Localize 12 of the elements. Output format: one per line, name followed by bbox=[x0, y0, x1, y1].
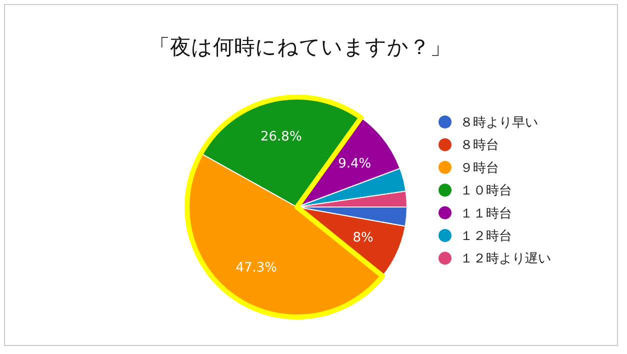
legend-label: １０時台 bbox=[460, 184, 512, 199]
legend-label: １１時台 bbox=[460, 206, 512, 222]
legend-label: ８時より早い bbox=[460, 116, 538, 130]
data-label: 26.8% bbox=[260, 130, 302, 145]
legend-label: １２時台 bbox=[460, 229, 512, 244]
legend-label: ８時台 bbox=[460, 138, 499, 154]
legend-label: ９時台 bbox=[460, 160, 499, 176]
data-label: 8% bbox=[352, 230, 374, 246]
data-label: 47.3% bbox=[236, 260, 278, 276]
chart-title: 「夜は何時にねていますか？」 bbox=[149, 35, 451, 59]
data-label: 9.4% bbox=[338, 156, 372, 172]
legend-label: １２時より遅い bbox=[460, 252, 551, 267]
